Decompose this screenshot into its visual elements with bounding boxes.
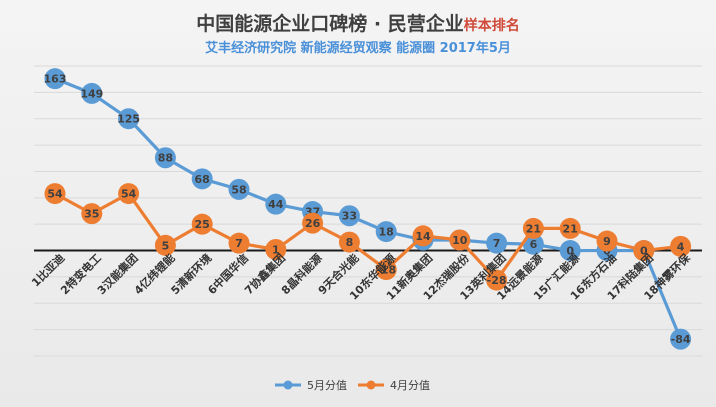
data-point[interactable]	[154, 234, 176, 256]
data-label: 163	[44, 73, 67, 86]
data-point[interactable]	[228, 178, 250, 200]
data-label: 26	[305, 217, 321, 230]
legend-label: 5月分值	[307, 379, 347, 392]
chart-title-main: 中国能源企业口碑榜 · 民营企业	[196, 12, 463, 35]
data-point[interactable]	[596, 230, 618, 252]
data-point[interactable]	[154, 147, 176, 169]
data-point[interactable]	[81, 82, 103, 104]
data-label: 125	[117, 113, 140, 126]
x-tick-labels: 1比亚迪2特变电工3汉能集团4亿纬锂能5清新环境6中国华信7协鑫集团8晶科能源9…	[28, 250, 693, 303]
data-label: 149	[80, 87, 103, 100]
data-label: 58	[231, 183, 246, 196]
data-label: 35	[84, 208, 99, 221]
series-line	[54, 77, 683, 340]
data-point[interactable]	[265, 238, 287, 260]
data-label: 10	[452, 234, 468, 247]
data-point[interactable]	[265, 193, 287, 215]
data-label: 33	[342, 210, 357, 223]
data-point[interactable]	[302, 212, 324, 234]
data-label: -28	[487, 274, 507, 287]
data-point[interactable]	[559, 240, 581, 262]
data-label: 54	[121, 188, 137, 201]
data-label: 88	[158, 152, 173, 165]
data-label: 1	[272, 243, 280, 256]
data-point[interactable]	[81, 203, 103, 225]
data-label: 9	[603, 235, 611, 248]
chart-title: 中国能源企业口碑榜 · 民营企业样本排名	[196, 12, 519, 35]
data-point[interactable]	[338, 205, 360, 227]
data-label: 25	[195, 218, 210, 231]
data-point[interactable]	[375, 221, 397, 243]
data-point[interactable]	[559, 217, 581, 239]
data-point[interactable]	[670, 328, 692, 350]
data-label: 5	[162, 239, 170, 252]
data-label: 7	[493, 237, 501, 250]
data-label: 44	[268, 198, 284, 211]
data-point[interactable]	[412, 225, 434, 247]
chart-subtitle: 艾丰经济研究院 新能源经贸观察 能源圈 2017年5月	[205, 40, 511, 56]
data-point[interactable]	[191, 213, 213, 235]
data-point[interactable]	[670, 235, 692, 257]
data-point[interactable]	[486, 232, 508, 254]
data-label: 0	[640, 245, 648, 258]
legend-label: 4月分值	[390, 379, 430, 392]
data-label: 18	[379, 226, 394, 239]
chart-title-suffix: 样本排名	[464, 17, 520, 34]
data-label: 14	[415, 230, 431, 243]
data-label: 7	[235, 237, 243, 250]
data-point[interactable]	[522, 217, 544, 239]
data-point[interactable]	[633, 240, 655, 262]
series-2: 54 35 54 5 25 7 1 26 8 -18 14 10 -28 21 21 9 0 4	[44, 183, 692, 291]
legend-item[interactable]: 5月分值	[275, 379, 347, 392]
data-point[interactable]	[118, 183, 140, 205]
data-label: 54	[47, 188, 63, 201]
series-line	[54, 192, 681, 282]
data-label: -84	[671, 333, 691, 346]
data-label: 21	[563, 222, 578, 235]
data-label: 6	[530, 238, 538, 251]
data-label: 4	[677, 240, 685, 253]
gridlines	[34, 65, 702, 357]
data-point[interactable]	[44, 183, 66, 205]
data-point[interactable]	[486, 269, 508, 291]
data-point[interactable]	[522, 233, 544, 255]
data-label: 68	[195, 173, 210, 186]
legend-marker	[366, 380, 376, 390]
data-point[interactable]	[191, 168, 213, 190]
data-label: -18	[376, 264, 396, 277]
series-layer: 16314912588685844373318101076000-8454355…	[44, 68, 692, 350]
data-label: 0	[566, 245, 574, 258]
legend-marker	[283, 380, 293, 390]
data-label: 8	[346, 236, 354, 249]
data-point[interactable]	[44, 68, 66, 90]
data-point[interactable]	[338, 231, 360, 253]
legend-item[interactable]: 4月分值	[358, 379, 430, 392]
data-point[interactable]	[375, 259, 397, 281]
data-point[interactable]	[228, 232, 250, 254]
data-point[interactable]	[449, 229, 471, 251]
legend[interactable]: 5月分值 4月分值	[275, 379, 430, 392]
data-point[interactable]	[118, 108, 140, 130]
data-label: 21	[526, 222, 541, 235]
